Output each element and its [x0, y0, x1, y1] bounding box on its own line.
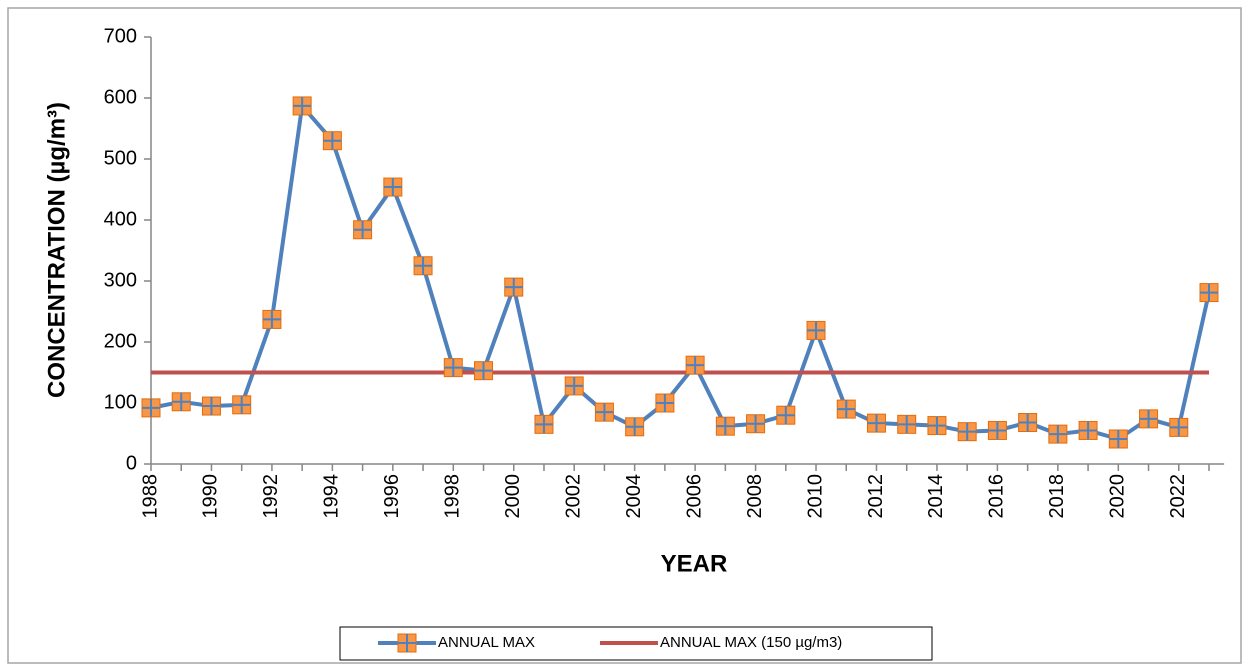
- x-tick-label: 1988: [139, 474, 161, 519]
- marker: [413, 256, 433, 276]
- marker: [625, 417, 645, 437]
- y-tick-label: 600: [104, 86, 137, 108]
- y-tick-label: 500: [104, 147, 137, 169]
- x-tick-label: 1998: [442, 474, 464, 519]
- marker: [897, 414, 917, 434]
- marker: [1108, 429, 1128, 449]
- marker: [171, 392, 191, 412]
- x-tick-label: 1990: [200, 474, 222, 519]
- x-tick-label: 2006: [683, 474, 705, 519]
- x-tick-label: 1996: [381, 474, 403, 519]
- marker: [534, 414, 554, 434]
- chart-border: [7, 7, 1242, 664]
- y-tick-label: 400: [104, 208, 137, 230]
- legend-label: ANNUAL MAX: [438, 634, 535, 651]
- x-tick-label: 2018: [1046, 474, 1068, 519]
- x-tick-label: 2000: [502, 474, 524, 519]
- x-tick-label: 2020: [1107, 474, 1129, 519]
- marker: [353, 220, 373, 240]
- y-tick-label: 100: [104, 391, 137, 413]
- x-tick-label: 2016: [986, 474, 1008, 519]
- marker: [866, 413, 886, 433]
- marker: [655, 393, 675, 413]
- marker: [715, 416, 735, 436]
- marker: [1199, 283, 1219, 303]
- marker: [232, 395, 252, 415]
- marker: [776, 405, 796, 425]
- marker: [201, 396, 221, 416]
- y-tick-label: 200: [104, 330, 137, 352]
- marker: [1018, 413, 1038, 433]
- marker: [1048, 424, 1068, 444]
- x-tick-label: 2002: [562, 474, 584, 519]
- y-tick-label: 700: [104, 25, 137, 47]
- marker: [474, 361, 494, 381]
- marker: [504, 277, 524, 297]
- x-tick-label: 2012: [865, 474, 887, 519]
- marker: [957, 422, 977, 442]
- x-tick-label: 2008: [744, 474, 766, 519]
- x-tick-label: 2022: [1167, 474, 1189, 519]
- legend-label: ANNUAL MAX (150 µg/m3): [660, 634, 842, 651]
- marker: [685, 355, 705, 375]
- x-axis-title: YEAR: [661, 550, 728, 577]
- x-tick-label: 1992: [260, 474, 282, 519]
- marker: [1139, 409, 1159, 429]
- x-tick-label: 1994: [321, 474, 343, 519]
- marker: [564, 376, 584, 396]
- y-tick-label: 0: [126, 452, 137, 474]
- marker: [836, 399, 856, 419]
- x-tick-label: 2014: [925, 474, 947, 519]
- y-tick-label: 300: [104, 269, 137, 291]
- marker: [1169, 417, 1189, 437]
- marker: [987, 420, 1007, 440]
- marker: [141, 398, 161, 418]
- marker: [383, 177, 403, 197]
- marker: [443, 358, 463, 378]
- y-axis-title: CONCENTRATION (µg/m³): [43, 102, 70, 398]
- x-tick-label: 2004: [623, 474, 645, 519]
- marker: [322, 131, 342, 151]
- marker: [292, 96, 312, 116]
- marker: [397, 633, 417, 653]
- marker: [262, 309, 282, 329]
- marker: [746, 414, 766, 434]
- marker: [927, 416, 947, 436]
- marker: [1078, 420, 1098, 440]
- marker: [806, 320, 826, 340]
- marker: [594, 402, 614, 422]
- x-tick-label: 2010: [804, 474, 826, 519]
